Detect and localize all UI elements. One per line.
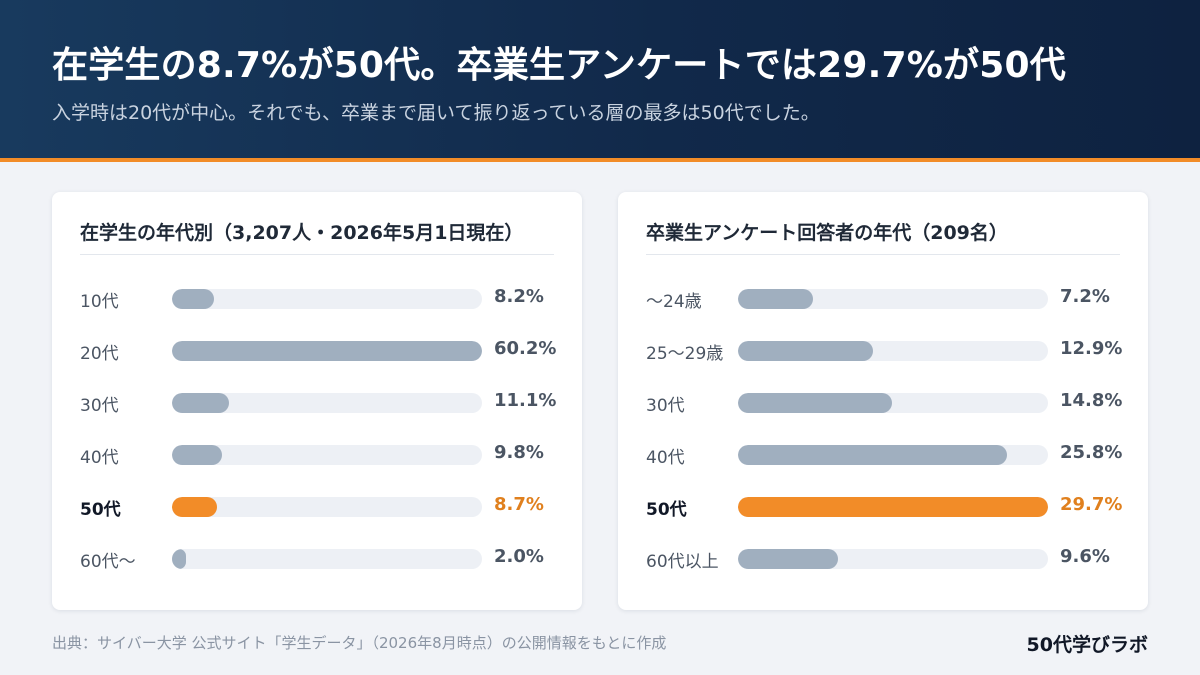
value-label: 14.8% — [1060, 390, 1123, 411]
value-label: 8.2% — [494, 286, 544, 307]
bar — [738, 393, 893, 413]
bar — [172, 341, 482, 361]
chart-title: 在学生の年代別（3,207人・2026年5月1日現在） — [80, 222, 524, 244]
bar — [172, 445, 223, 465]
category-label: 40代 — [646, 448, 685, 468]
category-label: 60代〜 — [80, 552, 136, 572]
bar-rows: 〜24歳 7.2% 25〜29歳 12.9% 30代 14.8% 40代 25.8% 50代 29… — [618, 192, 1148, 610]
bar-row: 50代 8.7% — [52, 492, 582, 522]
value-label: 29.7% — [1060, 494, 1123, 515]
page-title: 在学生の8.7%が50代。卒業生アンケートでは29.7%が50代 — [52, 45, 1066, 86]
source-note: 出典：サイバー大学 公式サイト「学生データ」（2026年8月時点）の公開情報をも… — [52, 634, 667, 652]
bar-rows: 10代 8.2% 20代 60.2% 30代 11.1% 40代 9.8% 50代 8.7% 60代… — [52, 192, 582, 610]
category-label: 30代 — [646, 396, 685, 416]
category-label: 20代 — [80, 344, 119, 364]
category-label: 25〜29歳 — [646, 344, 724, 364]
bar — [738, 289, 814, 309]
bar-row: 30代 11.1% — [52, 388, 582, 418]
value-label: 9.8% — [494, 442, 544, 463]
bar-row: 〜24歳 7.2% — [618, 284, 1148, 314]
value-label: 11.1% — [494, 390, 557, 411]
header-accent-line — [0, 158, 1200, 162]
bar-track — [172, 445, 482, 465]
bar — [172, 393, 230, 413]
page-subtitle: 入学時は20代が中心。それでも、卒業まで届いて振り返っている層の最多は50代でし… — [52, 102, 820, 124]
bar-row: 10代 8.2% — [52, 284, 582, 314]
bar-track — [172, 497, 482, 517]
bar-track — [172, 289, 482, 309]
bar — [172, 497, 217, 517]
bar-row: 60代以上 9.6% — [618, 544, 1148, 574]
category-label: 〜24歳 — [646, 292, 702, 312]
bar-row: 40代 9.8% — [52, 440, 582, 470]
category-label: 50代 — [80, 500, 121, 520]
bar-row: 60代〜 2.0% — [52, 544, 582, 574]
bar-track — [172, 393, 482, 413]
bar — [738, 549, 839, 569]
category-label: 30代 — [80, 396, 119, 416]
bar-track — [738, 341, 1048, 361]
bar — [172, 289, 215, 309]
category-label: 50代 — [646, 500, 687, 520]
bar-row: 50代 29.7% — [618, 492, 1148, 522]
card-divider — [80, 254, 554, 255]
bar-track — [738, 497, 1048, 517]
brand-logo-text: 50代学びラボ — [1026, 634, 1148, 656]
bar — [738, 497, 1048, 517]
category-label: 10代 — [80, 292, 119, 312]
value-label: 60.2% — [494, 338, 557, 359]
card-divider — [646, 254, 1120, 255]
value-label: 9.6% — [1060, 546, 1110, 567]
bar — [738, 445, 1008, 465]
bar-track — [738, 445, 1048, 465]
value-label: 7.2% — [1060, 286, 1110, 307]
bar-row: 30代 14.8% — [618, 388, 1148, 418]
category-label: 40代 — [80, 448, 119, 468]
chart-card-students: 在学生の年代別（3,207人・2026年5月1日現在） 10代 8.2% 20代 60… — [52, 192, 582, 610]
bar-row: 40代 25.8% — [618, 440, 1148, 470]
value-label: 12.9% — [1060, 338, 1123, 359]
bar-track — [172, 341, 482, 361]
chart-title: 卒業生アンケート回答者の年代（209名） — [646, 222, 1008, 244]
category-label: 60代以上 — [646, 552, 719, 572]
bar-track — [172, 549, 482, 569]
bar-track — [738, 549, 1048, 569]
bar-track — [738, 289, 1048, 309]
value-label: 8.7% — [494, 494, 544, 515]
header-banner: 在学生の8.7%が50代。卒業生アンケートでは29.7%が50代 入学時は20代… — [0, 0, 1200, 158]
bar — [738, 341, 873, 361]
bar — [172, 549, 186, 569]
bar-track — [738, 393, 1048, 413]
bar-row: 20代 60.2% — [52, 336, 582, 366]
chart-card-graduates: 卒業生アンケート回答者の年代（209名） 〜24歳 7.2% 25〜29歳 12.9%… — [618, 192, 1148, 610]
value-label: 2.0% — [494, 546, 544, 567]
bar-row: 25〜29歳 12.9% — [618, 336, 1148, 366]
value-label: 25.8% — [1060, 442, 1123, 463]
